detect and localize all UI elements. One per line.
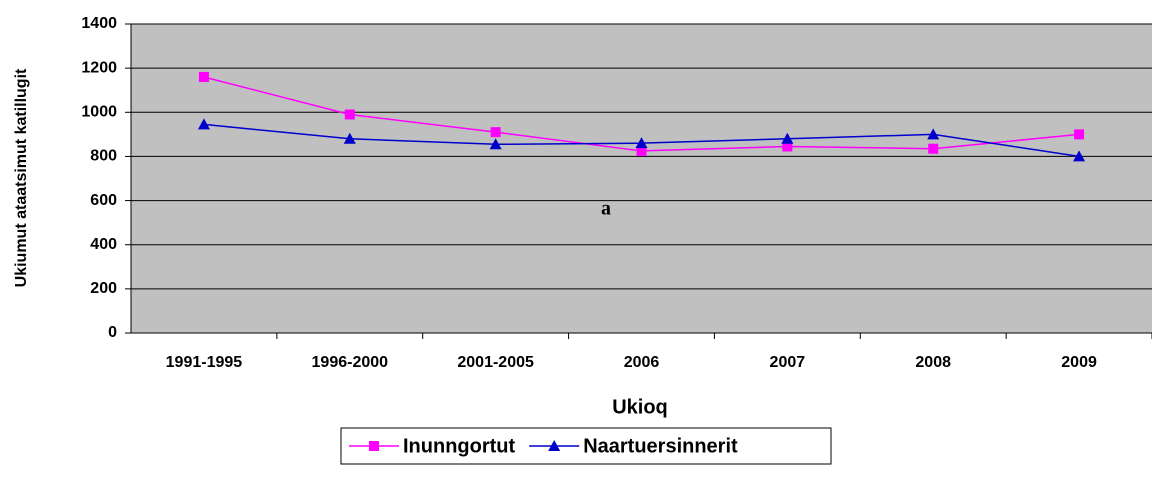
- annotation: a: [601, 198, 611, 220]
- legend-marker: [369, 441, 379, 451]
- data-point: [344, 109, 355, 120]
- y-tick-label: 1000: [81, 104, 117, 121]
- y-tick-label: 800: [90, 148, 117, 165]
- x-tick-label: 1996-2000: [312, 354, 389, 371]
- y-tick-label: 200: [90, 280, 117, 297]
- y-tick-label: 600: [90, 192, 117, 209]
- x-axis-label: Ukioq: [612, 396, 668, 418]
- data-point: [1074, 129, 1085, 140]
- data-point: [635, 137, 648, 149]
- legend-marker: [548, 440, 561, 451]
- legend-label: Naartuersinnerit: [583, 435, 738, 457]
- data-point: [489, 138, 502, 150]
- data-point: [343, 132, 356, 144]
- data-point: [490, 127, 501, 138]
- plot-area: [131, 24, 1152, 333]
- x-tick-label: 2009: [1061, 354, 1097, 371]
- data-point: [782, 141, 793, 152]
- x-tick-label: 2007: [770, 354, 806, 371]
- legend-box: [340, 427, 832, 465]
- data-point: [927, 128, 940, 140]
- data-point: [928, 143, 939, 154]
- data-point: [1073, 150, 1086, 162]
- data-point: [636, 145, 647, 156]
- y-axis-label: Ukiumut ataatsimut katillugit: [13, 68, 30, 287]
- y-tick-label: 0: [108, 324, 117, 341]
- data-point: [781, 132, 794, 144]
- legend-label: Inunngortut: [403, 435, 516, 457]
- x-tick-label: 2008: [915, 354, 951, 371]
- x-tick-label: 1991-1995: [166, 354, 243, 371]
- x-tick-label: 2001-2005: [457, 354, 534, 371]
- y-tick-label: 1200: [81, 59, 117, 76]
- y-tick-label: 400: [90, 236, 117, 253]
- data-point: [197, 118, 210, 130]
- x-tick-label: 2006: [624, 354, 660, 371]
- data-point: [198, 71, 209, 82]
- y-tick-label: 1400: [81, 15, 117, 32]
